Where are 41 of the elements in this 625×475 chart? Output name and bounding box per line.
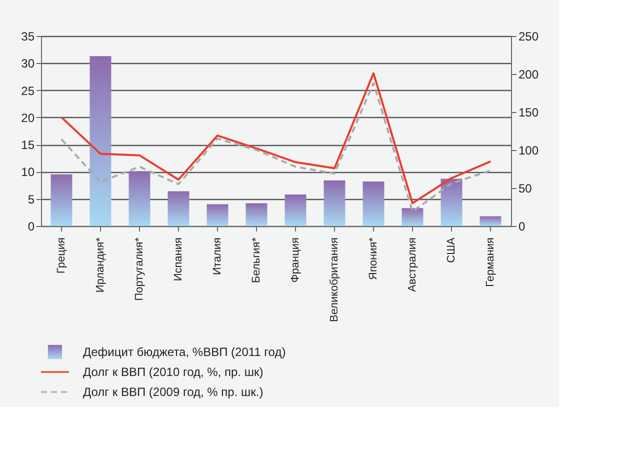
y-tick-label: 20 [21, 110, 35, 125]
bar [168, 191, 190, 226]
y2-tick-label: 150 [518, 106, 539, 120]
bar [324, 180, 346, 226]
bar [480, 216, 502, 226]
y2-tick-label: 0 [518, 220, 526, 234]
x-tick-label: Германия [484, 237, 497, 287]
x-tick-label: Бельгия* [250, 236, 262, 284]
x-tick-label: Испания [172, 237, 184, 282]
x-tick-label: Франция [290, 237, 302, 283]
x-tick-label: США [446, 236, 458, 263]
bar [50, 174, 72, 226]
y-tick-label: 35 [21, 30, 35, 44]
bar [90, 56, 112, 226]
y2-tick-label: 200 [518, 68, 539, 82]
bar [246, 203, 268, 226]
y2-tick-label: 250 [518, 30, 539, 44]
y-tick-label: 30 [21, 56, 35, 71]
y-tick-label: 0 [28, 220, 35, 234]
x-tick-label: Великобритания [328, 237, 341, 322]
y2-tick-label: 50 [518, 182, 532, 196]
bar [362, 181, 384, 226]
x-tick-label: Италия [211, 237, 224, 275]
bar [440, 178, 462, 226]
x-tick-label: Греция [55, 237, 68, 274]
legend-label: Долг к ВВП (2010 год, %, пр. шк) [83, 365, 264, 379]
bar [284, 194, 306, 226]
y2-tick-label: 100 [518, 144, 539, 158]
x-tick-label: Австралия [406, 237, 419, 292]
x-tick-label: Португалия* [133, 236, 146, 301]
x-tick-label: Ирландия* [94, 236, 106, 293]
y-tick-label: 5 [28, 192, 35, 206]
y-tick-label: 10 [21, 165, 35, 180]
legend-label: Долг к ВВП (2009 год, % пр. шк.) [83, 385, 264, 399]
legend-label: Дефицит бюджета, %ВВП (2011 год) [83, 345, 286, 359]
bar [402, 208, 424, 226]
bar [128, 171, 150, 226]
y-tick-label: 25 [21, 84, 35, 98]
bar [206, 204, 228, 226]
y-tick-label: 15 [21, 138, 35, 152]
x-tick-label: Япония* [368, 236, 380, 280]
